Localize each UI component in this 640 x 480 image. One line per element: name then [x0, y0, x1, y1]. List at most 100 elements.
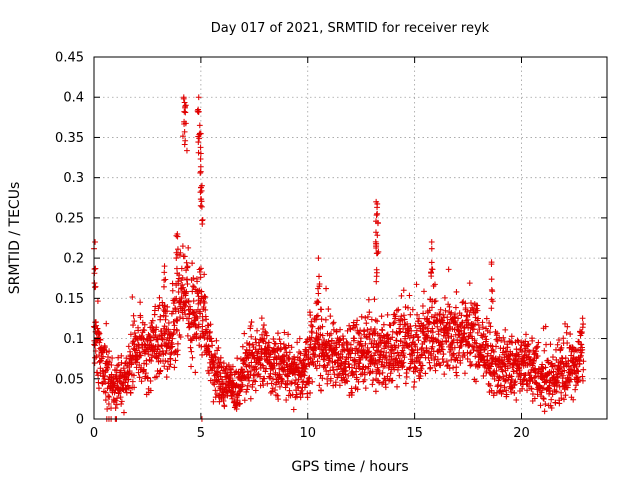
tick-labels: 0 0.05 0.1 0.15 0.2 0.25 0.3 0.35 0.4 0.45 0 5 10 15 2… [55, 51, 530, 442]
data-point [500, 334, 507, 341]
data-point [398, 338, 404, 344]
data-point [100, 353, 106, 360]
data-point [539, 370, 545, 377]
data-point [215, 345, 222, 351]
data-point [247, 323, 254, 329]
data-point [248, 319, 255, 325]
data-point [161, 269, 168, 276]
data-point [95, 379, 102, 386]
data-point [220, 380, 226, 387]
data-point [578, 352, 584, 359]
data-point [446, 320, 453, 327]
data-point [255, 339, 262, 346]
data-point [175, 308, 182, 314]
data-point [453, 369, 459, 376]
data-point [176, 272, 183, 278]
data-point [192, 369, 199, 376]
data-point [244, 382, 251, 389]
data-point [356, 360, 363, 367]
data-point [153, 373, 160, 380]
data-point [207, 329, 213, 335]
data-point [467, 329, 474, 336]
data-point [427, 365, 433, 372]
data-point [374, 204, 380, 211]
data-point [330, 319, 337, 326]
data-point [186, 310, 193, 317]
data-point [529, 337, 536, 344]
data-point [262, 340, 269, 347]
data-point [371, 326, 378, 333]
data-point [572, 386, 579, 393]
chart-title: Day 017 of 2021, SRMTID for receiver rey… [211, 21, 490, 36]
data-point [210, 398, 217, 405]
data-point [491, 376, 498, 382]
data-point [199, 352, 205, 358]
data-point [564, 340, 571, 346]
data-point [198, 187, 205, 194]
data-point [392, 313, 399, 320]
data-point [294, 393, 300, 400]
data-point [202, 294, 209, 301]
data-point [201, 293, 208, 300]
data-point [96, 385, 102, 392]
data-point [488, 305, 495, 312]
data-point [169, 287, 176, 294]
data-point [313, 330, 320, 336]
data-point [394, 383, 400, 390]
data-point [180, 133, 186, 140]
data-point [432, 353, 439, 360]
data-point [165, 328, 172, 334]
data-point [472, 314, 479, 321]
data-point [117, 394, 124, 401]
data-point [114, 395, 120, 402]
data-point [260, 382, 267, 389]
data-point [428, 239, 435, 245]
data-point [156, 348, 163, 355]
data-point [267, 370, 274, 377]
data-point [268, 380, 275, 387]
data-point [188, 348, 195, 355]
data-point [502, 378, 508, 384]
data-point [152, 303, 159, 310]
data-point [428, 355, 435, 362]
data-point [175, 289, 182, 295]
data-point [174, 265, 180, 272]
data-point [542, 323, 549, 330]
data-point [366, 348, 373, 355]
data-point [398, 313, 405, 320]
data-point [270, 366, 277, 372]
data-point [358, 313, 365, 320]
data-point [405, 304, 411, 311]
data-point [526, 349, 533, 355]
data-point [318, 306, 325, 313]
data-point [171, 322, 178, 329]
data-point [145, 351, 152, 357]
data-point [183, 267, 189, 274]
data-point [371, 352, 377, 359]
data-point [316, 273, 322, 280]
data-point [138, 378, 145, 385]
data-point [173, 295, 180, 302]
data-point [307, 312, 314, 318]
data-point [533, 348, 540, 355]
data-point [371, 296, 378, 303]
data-point [277, 346, 284, 353]
data-points [91, 94, 587, 422]
data-point [374, 210, 381, 217]
data-point [129, 294, 136, 300]
data-point [578, 349, 585, 356]
data-point [262, 328, 268, 335]
data-point [120, 365, 127, 372]
data-point [542, 401, 549, 407]
data-point [503, 391, 510, 398]
data-point [293, 361, 300, 368]
data-point [378, 348, 385, 355]
data-point [146, 334, 152, 341]
data-point [136, 374, 143, 381]
data-point [414, 311, 420, 318]
data-point [183, 290, 189, 296]
data-point [417, 373, 424, 379]
data-point [501, 384, 508, 391]
data-point [487, 329, 493, 336]
data-point [249, 349, 256, 356]
